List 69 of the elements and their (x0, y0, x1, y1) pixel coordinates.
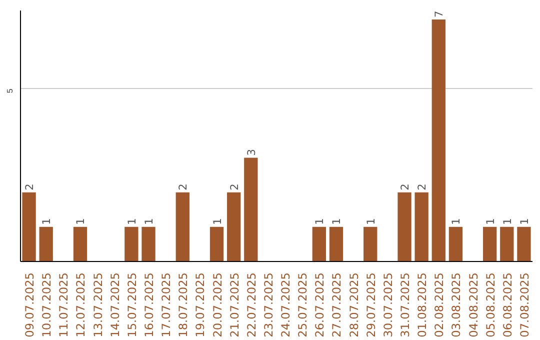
x-tick-label: 07.08.2025 (517, 272, 532, 338)
x-tick-label: 23.07.2025 (261, 272, 276, 338)
x-tick-label: 14.07.2025 (108, 272, 122, 338)
data-label: 1 (364, 218, 378, 225)
x-tick-label: 15.07.2025 (124, 272, 139, 338)
x-tick-label: 11.07.2025 (56, 272, 71, 338)
bar (142, 226, 156, 262)
bar (176, 192, 190, 262)
x-tick-label: 17.07.2025 (159, 272, 174, 338)
x-tick-label: 24.07.2025 (278, 272, 293, 338)
x-tick-label: 02.08.2025 (432, 272, 446, 338)
x-tick-label: 31.07.2025 (398, 272, 412, 338)
bar (483, 226, 497, 262)
data-label: 2 (176, 184, 190, 190)
x-tick-label: 29.07.2025 (364, 272, 378, 338)
data-label: 2 (416, 184, 429, 190)
x-tick-label: 19.07.2025 (193, 272, 208, 338)
x-tick-label: 27.07.2025 (330, 272, 344, 338)
x-tick-label: 20.07.2025 (210, 272, 224, 338)
x-tick-label: 18.07.2025 (176, 272, 190, 338)
x-tick-label: 01.08.2025 (415, 272, 430, 338)
bar (227, 192, 241, 262)
data-label: 1 (74, 218, 88, 225)
bar (432, 19, 446, 262)
x-tick-label: 22.07.2025 (244, 272, 258, 338)
x-tick-label: 30.07.2025 (380, 272, 395, 338)
data-label: 3 (244, 149, 258, 156)
data-label: 2 (228, 184, 241, 190)
data-label: 1 (500, 218, 514, 225)
x-tick-label: 06.08.2025 (500, 272, 514, 338)
bar (22, 192, 36, 262)
bar (364, 226, 378, 262)
data-label: 1 (40, 218, 54, 225)
data-label: 2 (23, 184, 36, 190)
data-label: 7 (432, 10, 446, 18)
bar (500, 226, 514, 262)
data-label: 1 (313, 218, 326, 225)
x-tick-label: 21.07.2025 (227, 272, 242, 338)
x-tick-label: 12.07.2025 (74, 272, 88, 338)
y-tick-label: 5 (6, 88, 14, 94)
bar (517, 226, 531, 262)
bar (39, 226, 53, 262)
data-label: 1 (450, 218, 463, 225)
bar (210, 226, 224, 262)
x-tick-label: 10.07.2025 (40, 272, 54, 338)
x-tick-label: 09.07.2025 (22, 272, 37, 338)
bar (124, 226, 138, 262)
data-label: 1 (142, 218, 156, 225)
bar (329, 226, 344, 262)
x-tick-label: 28.07.2025 (346, 272, 361, 338)
x-tick-label: 16.07.2025 (142, 272, 156, 338)
x-tick-label: 03.08.2025 (449, 272, 464, 338)
bar (73, 226, 88, 262)
data-label: 1 (518, 218, 531, 225)
x-tick-label: 25.07.2025 (296, 272, 310, 338)
x-tick-label: 26.07.2025 (312, 272, 327, 338)
x-tick-label: 05.08.2025 (483, 272, 498, 338)
data-label: 1 (125, 218, 138, 225)
bar (448, 226, 463, 262)
x-tick-label: 04.08.2025 (466, 272, 480, 338)
bar (244, 158, 258, 262)
data-label: 1 (210, 218, 224, 225)
bar (312, 226, 326, 262)
data-label: 1 (330, 218, 344, 225)
bar (414, 192, 428, 262)
data-label: 1 (484, 218, 497, 225)
data-label: 2 (398, 184, 412, 190)
x-tick-label: 13.07.2025 (90, 272, 105, 338)
bar (398, 192, 412, 262)
